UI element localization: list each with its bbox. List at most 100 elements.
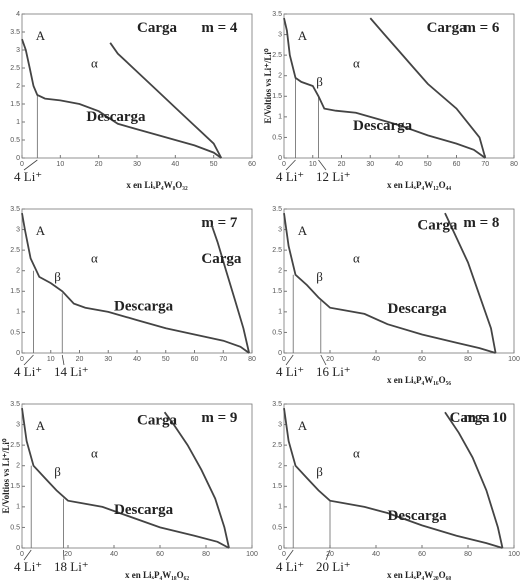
x-tick-label: 10 [56,161,64,168]
y-tick-label: 1 [16,119,20,126]
y-tick-label: 1.5 [10,483,20,490]
x-tick-label: 40 [372,551,380,558]
y-tick-label: 1.5 [272,288,282,295]
x-tick-label: 30 [133,161,141,168]
x-tick-label: 0 [282,356,286,363]
x-tick-label: 80 [464,551,472,558]
x-tick-label: 20 [326,356,334,363]
marker-label: 12 Li⁺ [316,169,351,184]
marker-label: 4 Li⁺ [276,169,304,184]
x-tick-label: 50 [162,356,170,363]
y-tick-label: 2.5 [10,65,20,72]
y-tick-label: 1 [278,309,282,316]
marker-arrow [61,354,65,366]
x-tick-label: 60 [453,161,461,168]
x-tick-label: 80 [248,356,256,363]
y-tick-label: 0 [16,350,20,357]
annotation: m = 10 [463,410,507,426]
annotation: A [298,28,308,43]
curve [210,225,250,354]
y-tick-label: 2 [278,73,282,80]
curve [109,42,223,159]
x-tick-label: 100 [508,551,520,558]
curve-label: Descarga [86,109,146,125]
curve [283,17,486,159]
y-tick-label: 1 [16,309,20,316]
y-tick-label: 1 [278,504,282,511]
curve-label: Descarga [114,502,174,518]
marker-label: 18 Li⁺ [54,559,89,574]
panel: 0 0.5 1 1.5 2 2.5 3 3.5 0 20 40 60 80 100 x en LiₓP₄W₁… [1,401,258,580]
y-tick-label: 2 [16,268,20,275]
plot-frame [21,403,253,549]
x-tick-label: 60 [156,551,164,558]
y-tick-label: 1.5 [10,288,20,295]
marker-label: 4 Li⁺ [276,364,304,379]
y-tick-label: 0 [278,155,282,162]
annotation: A [36,28,46,43]
x-tick-label: 70 [219,356,227,363]
marker-arrow [23,549,32,561]
x-tick-label: 20 [64,551,72,558]
curve-label: Carga [417,218,457,234]
x-tick-label: 40 [133,356,141,363]
x-tick-label: 100 [246,551,258,558]
x-tick-label: 40 [110,551,118,558]
y-tick-label: 2 [278,268,282,275]
curve [21,407,230,549]
annotation: α [353,55,360,70]
y-tick-label: 2 [278,463,282,470]
annotation: α [91,55,98,70]
x-axis-label: x en LiₓP₄W₈O₃₂ [126,180,188,190]
x-tick-label: 100 [508,356,520,363]
marker-arrow [23,159,38,171]
marker-arrow [23,354,34,366]
curve [283,407,503,549]
marker-arrow [285,159,296,171]
marker-arrow [285,354,294,366]
x-tick-label: 60 [248,161,256,168]
y-tick-label: 1.5 [10,101,20,108]
curve-label: Carga [201,251,241,267]
y-tick-label: 3 [278,31,282,38]
y-tick-label: 1 [16,504,20,511]
x-axis-label: x en LiₓP₄W₁₆O₅₆ [387,375,451,385]
y-tick-label: 2 [16,463,20,470]
y-tick-label: 1.5 [272,483,282,490]
y-tick-label: 3 [16,47,20,54]
curve [369,17,487,159]
x-tick-label: 20 [76,356,84,363]
marker-arrow [325,549,331,561]
y-tick-label: 0.5 [10,329,20,336]
x-tick-label: 10 [47,356,55,363]
annotation: A [36,223,46,238]
y-tick-label: 3.5 [272,401,282,408]
curve [283,212,496,354]
x-tick-label: 40 [171,161,179,168]
x-tick-label: 60 [191,356,199,363]
marker-arrow [320,354,327,366]
curve-label: Descarga [114,298,174,314]
y-tick-label: 0 [278,350,282,357]
curve [163,411,230,549]
y-tick-label: 3.5 [272,11,282,18]
x-tick-label: 30 [104,356,112,363]
annotation: α [91,445,98,460]
curve-label: Carga [427,20,467,36]
marker-label: 14 Li⁺ [54,364,89,379]
y-tick-label: 0.5 [272,329,282,336]
y-tick-label: 3 [16,226,20,233]
curve [444,411,504,549]
annotation: A [298,418,308,433]
panel: 0 0.5 1 1.5 2 2.5 3 3.5 0 10 20 30 40 50 60 70 80 x en Li… [263,11,518,190]
panel: 0 0.5 1 1.5 2 2.5 3 3.5 0 20 40 60 80 100 x en LiₓP₄W₁… [272,206,520,385]
curve [21,212,250,354]
y-tick-label: 0 [278,545,282,552]
y-tick-label: 0 [16,545,20,552]
plot-frame [283,403,515,549]
marker-label: 4 Li⁺ [276,559,304,574]
curve-label: Descarga [353,118,413,134]
plot-frame [283,208,515,354]
x-tick-label: 10 [309,161,317,168]
